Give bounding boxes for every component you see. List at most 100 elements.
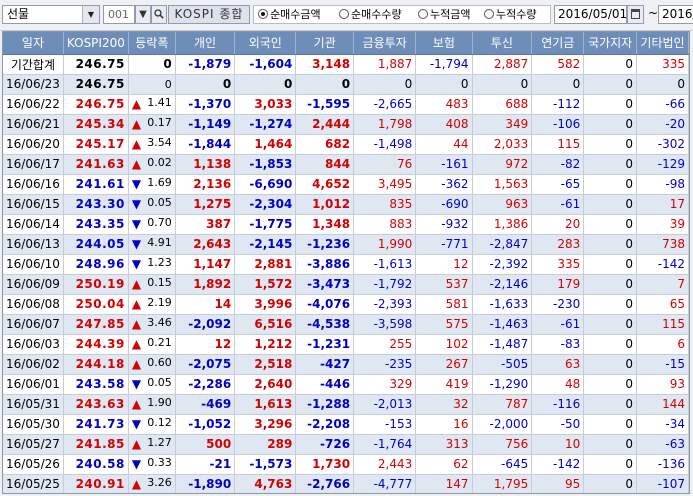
summary-row[interactable]: 기간합계 246.75 0 -1,879 -1,604 3,148 1,887 …	[3, 54, 689, 75]
triangle-down-icon: ▼	[131, 236, 142, 251]
cell-institution: -726	[295, 434, 355, 455]
cell-date: 16/06/01	[3, 374, 64, 395]
col-header-date[interactable]: 일자	[3, 32, 64, 55]
cell-financial-investment: 1,798	[353, 114, 417, 135]
table-row[interactable]: 16/06/10 248.96 ▼ 1.23 1,147 2,881 -3,886 -1,61…	[3, 254, 689, 275]
cell-foreign: 3,296	[234, 414, 297, 435]
table-row[interactable]: 16/06/23 246.75 0 0 0 0 0 0 0 0 0 0	[3, 74, 689, 95]
cell-financial-investment: -1,498	[353, 134, 417, 155]
cell-individual: 12	[175, 334, 236, 355]
cell-other-corp: 6	[636, 334, 689, 355]
table-row[interactable]: 16/05/30 241.73 ▼ 0.12 -1,052 3,296 -2,208 -153…	[3, 414, 689, 435]
col-header-insurance[interactable]: 보험	[415, 32, 473, 55]
col-header-foreign[interactable]: 외국인	[234, 32, 297, 55]
cell-foreign: 2,640	[234, 374, 297, 395]
cell-insurance: 419	[415, 374, 473, 395]
table-row[interactable]: 16/06/03 244.39 ▲ 0.21 12 1,212 -1,231 255 102 -1…	[3, 334, 689, 355]
table-row[interactable]: 16/06/20 245.17 ▲ 3.54 -1,844 1,464 682 -1,498 4…	[3, 134, 689, 155]
cell-insurance: 408	[415, 114, 473, 135]
triangle-up-icon: ▲	[131, 276, 142, 291]
cell-other-corp: 738	[636, 234, 689, 255]
col-header-government[interactable]: 국가지자	[583, 32, 638, 55]
triangle-up-icon: ▲	[131, 336, 142, 351]
summary-other-corp: 335	[636, 54, 689, 75]
table-row[interactable]: 16/06/16 241.61 ▼ 1.69 2,136 -6,690 4,652 3,495…	[3, 174, 689, 195]
stock-name-label: KOSPI 종합	[168, 5, 250, 24]
col-header-change[interactable]: 등락폭	[128, 32, 176, 55]
cell-change: 0	[128, 74, 176, 95]
code-input[interactable]: 001	[103, 5, 135, 24]
market-select[interactable]: 선물 ▼	[2, 5, 100, 24]
cell-change-value: 0.02	[147, 155, 172, 169]
table-row[interactable]: 16/06/22 246.75 ▲ 1.41 -1,370 3,033 -1,595 -2,6…	[3, 94, 689, 115]
cell-individual: -1,370	[175, 94, 236, 115]
radio-net-buy-volume[interactable]: 순매수수량	[339, 7, 402, 23]
summary-change: 0	[128, 54, 176, 75]
cell-insurance: -771	[415, 234, 473, 255]
cell-date: 16/06/03	[3, 334, 64, 355]
col-header-institution[interactable]: 기관	[295, 32, 355, 55]
start-date-input[interactable]: 2016/05/01	[554, 5, 627, 24]
cell-change: ▼ 4.91	[128, 234, 176, 255]
start-date-calendar-button[interactable]	[627, 5, 644, 24]
col-header-financial-investment[interactable]: 금융투자	[353, 32, 417, 55]
radio-net-buy-amount[interactable]: 순매수금액	[258, 7, 321, 23]
cell-investment-trust: 1,386	[472, 214, 533, 235]
radio-cumulative-volume[interactable]: 누적수량	[484, 7, 536, 23]
table-row[interactable]: 16/06/08 250.04 ▲ 2.19 14 3,996 -4,076 -2,393 58…	[3, 294, 689, 315]
radio-dot-icon	[484, 9, 494, 19]
col-header-individual[interactable]: 개인	[175, 32, 236, 55]
table-row[interactable]: 16/05/27 241.85 ▲ 1.27 500 289 -726 -1,764 313 75…	[3, 434, 689, 455]
triangle-up-icon: ▲	[131, 396, 142, 411]
triangle-up-icon: ▲	[131, 156, 142, 171]
cell-investment-trust: -1,487	[472, 334, 533, 355]
cell-kospi200: 243.58	[63, 374, 129, 395]
col-header-pension[interactable]: 연기금	[531, 32, 585, 55]
table-row[interactable]: 16/06/01 243.58 ▼ 0.05 -2,286 2,640 -446 329 419…	[3, 374, 689, 395]
cell-financial-investment: -1,792	[353, 274, 417, 295]
radio-dot-icon	[258, 9, 268, 19]
cell-institution: -427	[295, 354, 355, 375]
end-date-input[interactable]: 2016/06	[658, 5, 693, 24]
cell-government: 0	[583, 474, 638, 493]
cell-insurance: -362	[415, 174, 473, 195]
cell-insurance: -690	[415, 194, 473, 215]
cell-individual: -1,052	[175, 414, 236, 435]
table-row[interactable]: 16/06/13 244.05 ▼ 4.91 2,643 -2,145 -1,236 1,99…	[3, 234, 689, 255]
cell-individual: -2,075	[175, 354, 236, 375]
code-search-button[interactable]	[151, 5, 167, 24]
summary-kospi200: 246.75	[63, 54, 129, 75]
cell-date: 16/06/10	[3, 254, 64, 275]
radio-cumulative-amount[interactable]: 누적금액	[418, 7, 470, 23]
cell-foreign: 3,033	[234, 94, 297, 115]
cell-investment-trust: -505	[472, 354, 533, 375]
chevron-down-icon[interactable]: ▼	[82, 6, 99, 23]
cell-government: 0	[583, 314, 638, 335]
cell-investment-trust: 963	[472, 194, 533, 215]
cell-pension: 20	[531, 214, 585, 235]
table-row[interactable]: 16/06/07 247.85 ▲ 3.46 -2,092 6,516 -4,538 -3,5…	[3, 314, 689, 335]
table-row[interactable]: 16/06/21 245.34 ▲ 0.17 -1,149 -1,274 2,444 1,79…	[3, 114, 689, 135]
cell-financial-investment: -153	[353, 414, 417, 435]
cell-kospi200: 245.17	[63, 134, 129, 155]
table-row[interactable]: 16/06/14 243.35 ▼ 0.70 387 -1,775 1,348 883 -932…	[3, 214, 689, 235]
col-header-investment-trust[interactable]: 투신	[472, 32, 533, 55]
cell-institution: -4,538	[295, 314, 355, 335]
cell-individual: -2,286	[175, 374, 236, 395]
table-row[interactable]: 16/05/31 243.63 ▲ 1.90 -469 1,613 -1,288 -2,013…	[3, 394, 689, 415]
table-row[interactable]: 16/06/17 241.63 ▲ 0.02 1,138 -1,853 844 76 -161 9…	[3, 154, 689, 175]
cell-change: ▲ 1.27	[128, 434, 176, 455]
table-row[interactable]: 16/05/25 240.91 ▲ 3.26 -1,890 4,763 -2,766 -4,7…	[3, 474, 689, 493]
cell-change: ▲ 0.21	[128, 334, 176, 355]
investor-trend-grid[interactable]: 일자 KOSPI200 등락폭 개인 외국인 기관 금융투자 보험 투신 연기금…	[2, 31, 690, 494]
col-header-kospi200[interactable]: KOSPI200	[63, 32, 129, 55]
col-header-other-corp[interactable]: 기타법인	[636, 32, 689, 55]
table-row[interactable]: 16/06/02 244.18 ▲ 0.60 -2,075 2,518 -427 -235 26…	[3, 354, 689, 375]
table-row[interactable]: 16/06/09 250.19 ▲ 0.15 1,892 1,572 -3,473 -1,79…	[3, 274, 689, 295]
table-row[interactable]: 16/05/26 240.58 ▼ 0.33 -21 -1,573 1,730 2,443 62…	[3, 454, 689, 475]
cell-financial-investment: -2,013	[353, 394, 417, 415]
cell-investment-trust: -2,847	[472, 234, 533, 255]
cell-change: ▲ 1.90	[128, 394, 176, 415]
code-dropdown-button[interactable]: ▼	[135, 5, 151, 24]
table-row[interactable]: 16/06/15 243.30 ▼ 0.05 1,275 -2,304 1,012 835 -6…	[3, 194, 689, 215]
